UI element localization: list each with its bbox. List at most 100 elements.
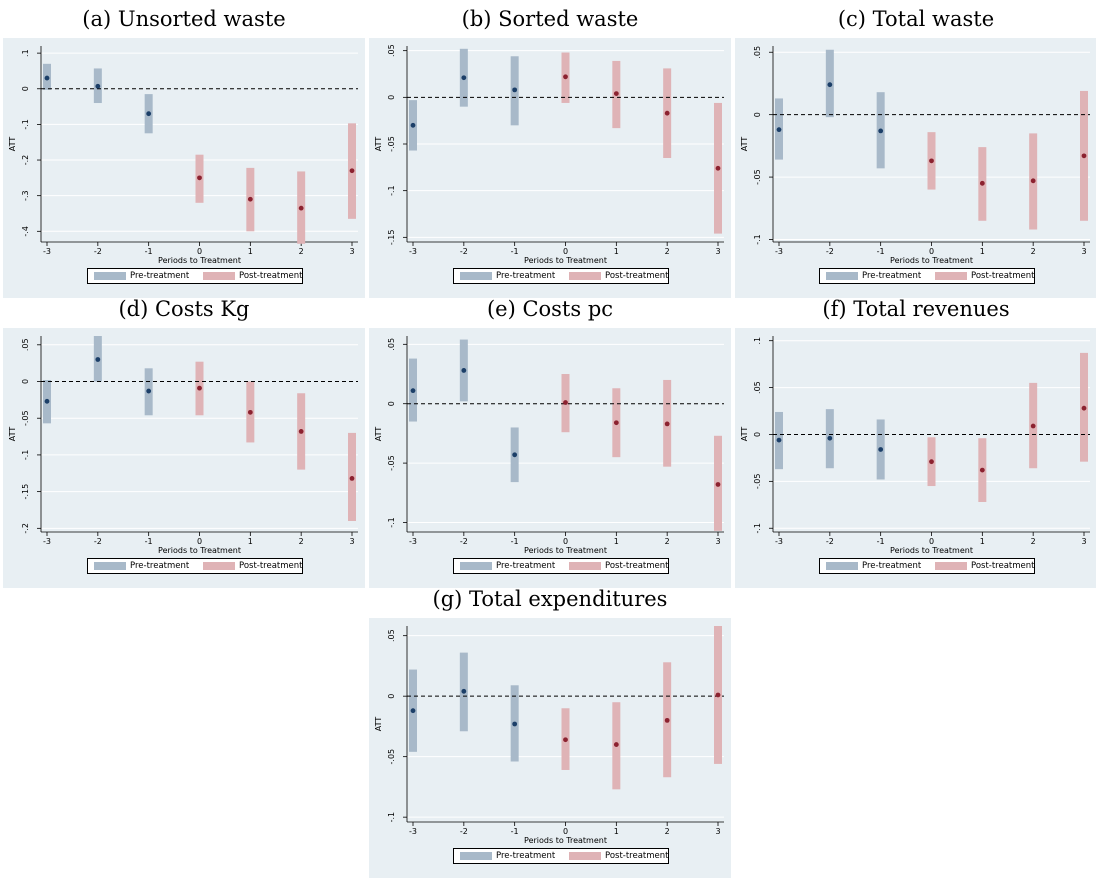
x-tick-label: 0: [929, 537, 934, 546]
x-tick-label: -1: [145, 247, 153, 256]
panel-unsorted-waste: (a) Unsorted waste .1 0 -.1 -.2 -.3 -.4 -3 -2 -1…: [3, 4, 365, 298]
pre-estimate-point: [776, 127, 782, 133]
x-tick-label: -1: [877, 247, 885, 256]
y-tick-label: .1: [21, 49, 30, 57]
x-tick-label: 0: [563, 537, 568, 546]
pre-estimate-point: [878, 447, 884, 452]
chart-area: .05 0 -.05 -.1 -3 -2 -1 0 1 2 3 Periods to Treatmen…: [735, 38, 1096, 298]
y-tick-label: 0: [387, 694, 396, 699]
pre-estimate-point: [461, 688, 467, 694]
pre-estimate-point: [146, 111, 152, 117]
post-estimate-point: [1030, 423, 1036, 429]
post-estimate-point: [298, 429, 304, 434]
y-tick-label: -.1: [753, 234, 762, 245]
y-tick-label: -.1: [21, 450, 30, 461]
legend-label-post: Post-treatment: [971, 271, 1035, 281]
x-axis-label: Periods to Treatment: [158, 256, 241, 265]
legend: Pre-treatment Post-treatment: [87, 558, 303, 574]
chart-area: .05 0 -.05 -.1 -.15 -.2 -3 -2 -1 0 1 2 3 Periods to T…: [3, 328, 365, 588]
y-tick-label: -.15: [21, 484, 30, 500]
post-estimate-point: [613, 91, 619, 96]
post-estimate-point: [664, 110, 670, 116]
post-estimate-point: [1081, 153, 1087, 159]
legend: Pre-treatment Post-treatment: [819, 558, 1035, 574]
pre-estimate-point: [878, 128, 884, 134]
y-tick-label: .05: [21, 338, 30, 351]
pre-estimate-point: [410, 122, 416, 128]
y-tick-label: -.4: [21, 226, 30, 237]
legend-label-pre: Pre-treatment: [496, 271, 556, 281]
post-estimate-point: [563, 737, 568, 743]
post-estimate-point: [613, 420, 619, 426]
y-tick-label: .05: [753, 381, 762, 394]
chart-title: (f) Total revenues: [822, 297, 1010, 321]
chart-area: .1 0 -.1 -.2 -.3 -.4 -3 -2 -1 0 1 2 3 Periods to Trea…: [3, 38, 365, 298]
y-tick-label: .05: [387, 629, 396, 642]
x-tick-label: 0: [563, 247, 568, 256]
post-estimate-point: [664, 717, 670, 723]
pre-estimate-point: [95, 357, 101, 362]
chart-area: .05 0 -.05 -.1 -3 -2 -1 0 1 2 3 Periods to Treatmen…: [369, 328, 731, 588]
x-tick-label: 0: [929, 247, 934, 256]
chart-title: (g) Total expenditures: [432, 587, 668, 611]
event-study-chart-sorted-waste: .05 0 -.05 -.1 -.15 -3 -2 -1 0 1 2 3 Periods to Trea…: [369, 38, 731, 298]
event-study-chart-total-revenues: .1 .05 0 -.05 -.1 -3 -2 -1 0 1 2 3 Periods to Treatm…: [735, 328, 1096, 588]
legend-swatch-pre: [826, 272, 858, 280]
event-study-chart-unsorted-waste: .1 0 -.1 -.2 -.3 -.4 -3 -2 -1 0 1 2 3 Periods to Trea…: [3, 38, 365, 298]
post-estimate-point: [349, 168, 355, 174]
x-tick-label: -2: [94, 247, 102, 256]
y-tick-label: -.1: [387, 517, 396, 528]
panel-costs-pc: (e) Costs pc .05 0 -.05 -.1 -3 -2 -1 0 1 2 3 Period…: [369, 294, 731, 588]
chart-title: (e) Costs pc: [486, 297, 614, 321]
y-axis-label: ATT: [8, 427, 17, 442]
y-axis-label: ATT: [8, 137, 17, 152]
x-axis-label: Periods to Treatment: [890, 546, 973, 555]
x-tick-label: 3: [715, 247, 720, 256]
x-tick-label: -1: [145, 537, 153, 546]
legend-label-post: Post-treatment: [605, 561, 669, 571]
post-estimate-point: [715, 165, 721, 171]
legend-label-pre: Pre-treatment: [862, 561, 922, 571]
legend-swatch-pre: [94, 562, 126, 570]
pre-estimate-point: [512, 452, 518, 458]
post-estimate-point: [197, 385, 202, 391]
x-tick-label: -3: [775, 537, 783, 546]
y-tick-label: -.1: [753, 523, 762, 534]
y-axis-label: ATT: [374, 717, 383, 732]
x-tick-label: -1: [511, 537, 519, 546]
pre-estimate-point: [512, 721, 518, 727]
legend-swatch-pre: [460, 272, 492, 280]
y-tick-label: .05: [387, 338, 396, 351]
legend: Pre-treatment Post-treatment: [819, 268, 1035, 284]
legend-label-post: Post-treatment: [605, 271, 669, 281]
event-study-chart-total-expenditures: .05 0 -.05 -.1 -3 -2 -1 0 1 2 3 Periods to Treatmen…: [369, 618, 731, 878]
x-tick-label: 3: [349, 537, 354, 546]
legend-label-post: Post-treatment: [239, 271, 303, 281]
legend-label-pre: Pre-treatment: [496, 851, 556, 861]
post-estimate-point: [1030, 178, 1036, 184]
legend-swatch-post: [935, 562, 967, 570]
legend-label-post: Post-treatment: [239, 561, 303, 571]
legend-swatch-pre: [826, 562, 858, 570]
x-tick-label: 2: [1031, 537, 1036, 546]
x-tick-label: 3: [1081, 537, 1086, 546]
y-axis-label: ATT: [740, 137, 749, 152]
y-tick-label: -.05: [753, 474, 762, 490]
post-estimate-point: [563, 400, 568, 405]
post-estimate-point: [664, 421, 670, 427]
post-estimate-point: [247, 409, 253, 415]
pre-estimate-point: [146, 388, 152, 394]
x-tick-label: -3: [775, 247, 783, 256]
x-tick-label: 0: [563, 827, 568, 836]
x-axis-label: Periods to Treatment: [524, 836, 607, 845]
legend-swatch-post: [569, 562, 601, 570]
y-tick-label: -.1: [387, 185, 396, 196]
x-tick-label: 3: [349, 247, 354, 256]
y-tick-label: -.1: [387, 812, 396, 823]
y-tick-label: -.05: [387, 136, 396, 152]
legend-swatch-post: [569, 272, 601, 280]
x-tick-label: -2: [826, 537, 834, 546]
legend-label-pre: Pre-treatment: [130, 561, 190, 571]
legend-swatch-post: [569, 852, 601, 860]
y-tick-label: .05: [753, 46, 762, 59]
